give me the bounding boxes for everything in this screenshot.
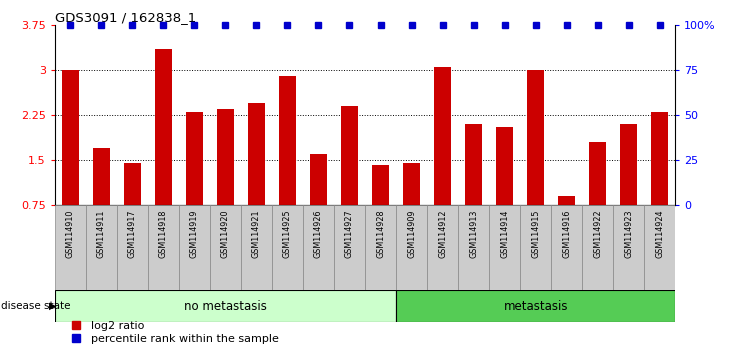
Bar [527,70,544,205]
Bar [427,205,458,290]
Bar [583,205,613,290]
Bar [365,205,396,290]
Bar [217,109,234,205]
Bar [645,205,675,290]
Bar [465,124,482,205]
Text: metastasis: metastasis [504,300,568,313]
Bar [403,163,420,205]
Bar [458,205,489,290]
Text: GSM114909: GSM114909 [407,210,416,258]
Bar [279,76,296,205]
Bar [496,127,513,205]
Text: GSM114911: GSM114911 [97,210,106,258]
Bar [551,205,583,290]
Bar [520,205,551,290]
Bar [396,205,427,290]
Bar [303,205,334,290]
Bar [179,205,210,290]
Bar [93,148,110,205]
Bar [248,103,265,205]
Bar [396,290,675,322]
Bar [489,205,520,290]
Text: ▶: ▶ [49,301,56,311]
Text: GSM114921: GSM114921 [252,210,261,258]
Text: disease state: disease state [1,301,70,311]
Bar [372,165,389,205]
Text: GSM114912: GSM114912 [438,210,447,258]
Bar [117,205,147,290]
Bar [62,70,79,205]
Bar [147,205,179,290]
Bar [155,49,172,205]
Text: no metastasis: no metastasis [184,300,267,313]
Text: GSM114918: GSM114918 [159,210,168,258]
Text: GSM114915: GSM114915 [531,210,540,258]
Text: GSM114925: GSM114925 [283,210,292,258]
Bar [589,142,606,205]
Bar [651,112,668,205]
Text: GSM114910: GSM114910 [66,210,74,258]
Bar [86,205,117,290]
Legend: log2 ratio, percentile rank within the sample: log2 ratio, percentile rank within the s… [61,316,284,348]
Text: GSM114919: GSM114919 [190,210,199,258]
Text: GSM114923: GSM114923 [624,210,633,258]
Bar [241,205,272,290]
Text: GSM114928: GSM114928 [376,210,385,258]
Bar [341,106,358,205]
Text: GSM114927: GSM114927 [345,210,354,258]
Bar [558,196,575,205]
Bar [272,205,303,290]
Bar [124,163,141,205]
Bar [55,205,86,290]
Bar [334,205,365,290]
Bar [620,124,637,205]
Text: GSM114917: GSM114917 [128,210,137,258]
Text: GSM114914: GSM114914 [500,210,509,258]
Text: GSM114926: GSM114926 [314,210,323,258]
Bar [55,290,396,322]
Text: GDS3091 / 162838_1: GDS3091 / 162838_1 [55,11,196,24]
Text: GSM114913: GSM114913 [469,210,478,258]
Text: GSM114922: GSM114922 [593,210,602,258]
Text: GSM114920: GSM114920 [221,210,230,258]
Bar [613,205,645,290]
Bar [434,67,451,205]
Bar [210,205,241,290]
Bar [310,154,327,205]
Bar [186,112,203,205]
Text: GSM114924: GSM114924 [656,210,664,258]
Text: GSM114916: GSM114916 [562,210,571,258]
